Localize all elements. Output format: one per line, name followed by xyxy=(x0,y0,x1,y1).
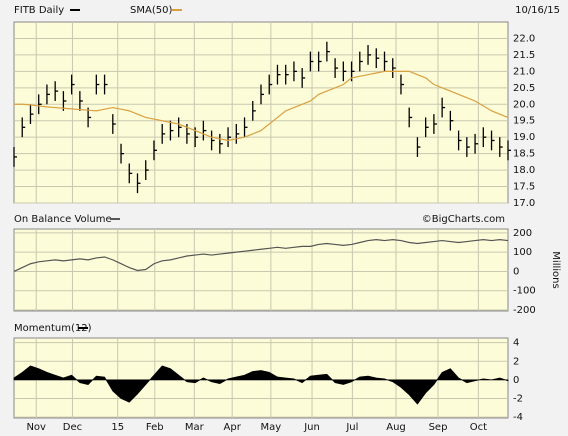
source-label: ©BigCharts.com xyxy=(422,214,505,225)
y-tick-label: 20.0 xyxy=(513,99,535,110)
y-tick-label: 22.0 xyxy=(513,33,535,44)
x-tick-label: Mar xyxy=(185,422,205,433)
y-tick-label: -200 xyxy=(513,305,536,316)
x-tick-label: Aug xyxy=(386,422,406,433)
y-tick-label: 18.0 xyxy=(513,165,535,176)
date-label: 10/16/15 xyxy=(515,5,560,16)
y-tick-label: 4 xyxy=(513,338,519,349)
x-tick-label: Jun xyxy=(303,422,320,433)
y-tick-label: 2 xyxy=(513,356,519,367)
x-tick-label: Sep xyxy=(429,422,448,433)
y-tick-label: 17.0 xyxy=(513,198,535,209)
y-tick-label: 21.5 xyxy=(513,50,535,61)
plot-area xyxy=(13,21,509,204)
x-tick-label: Nov xyxy=(26,422,46,433)
x-tick-label: 15 xyxy=(111,422,124,433)
y-tick-label: 19.0 xyxy=(513,132,535,143)
x-tick-label: Oct xyxy=(470,422,487,433)
y-tick-label: 21.0 xyxy=(513,66,535,77)
x-tick-label: Jul xyxy=(345,422,358,433)
legend-label: On Balance Volume xyxy=(14,214,112,225)
y-tick-label: 20.5 xyxy=(513,83,535,94)
x-tick-label: Dec xyxy=(63,422,82,433)
obv-line xyxy=(13,239,509,272)
y-tick-label: 0 xyxy=(513,266,519,277)
x-tick-label: Feb xyxy=(146,422,164,433)
legend-label: SMA(50) xyxy=(130,5,172,16)
y-tick-label: -2 xyxy=(513,393,523,404)
legend-label: FITB Daily xyxy=(14,5,64,16)
x-tick-label: Apr xyxy=(224,422,242,433)
sma-line xyxy=(14,70,509,142)
momentum-area xyxy=(13,365,509,405)
y-tick-label: 0 xyxy=(513,375,519,386)
y-tick-label: 19.5 xyxy=(513,116,535,127)
x-tick-label: May xyxy=(261,422,282,433)
y-tick-label: -100 xyxy=(513,286,536,297)
y-tick-label: -4 xyxy=(513,412,523,423)
y-tick-label: 18.5 xyxy=(513,149,535,160)
legend-label: Momentum(12) xyxy=(14,323,92,334)
axis-label: Millions xyxy=(550,251,561,288)
y-tick-label: 200 xyxy=(513,228,532,239)
y-tick-label: 17.5 xyxy=(513,182,535,193)
y-tick-label: 100 xyxy=(513,247,532,258)
